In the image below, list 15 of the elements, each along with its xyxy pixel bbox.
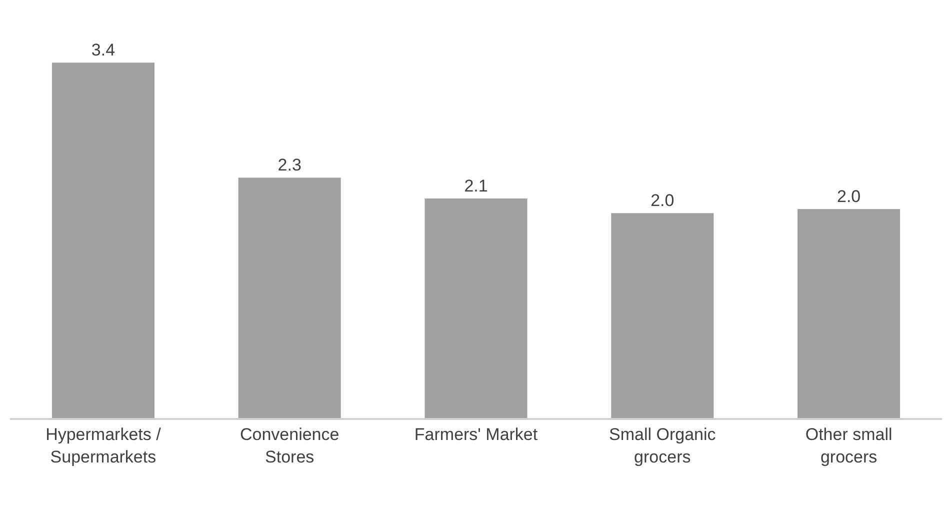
x-tick-label: Small Organic grocers — [609, 425, 716, 466]
bar — [238, 178, 341, 418]
x-tick-label: Convenience Stores — [240, 425, 340, 466]
data-label: 2.3 — [278, 156, 302, 175]
x-tick-label: Farmers' Market — [414, 425, 538, 444]
x-tick-label: Hypermarkets / Supermarkets — [46, 425, 162, 466]
data-label: 2.0 — [650, 191, 674, 210]
bar — [52, 62, 154, 418]
bar — [424, 198, 528, 418]
data-label: 2.0 — [836, 186, 861, 206]
data-label: 2.1 — [464, 176, 488, 196]
bar — [611, 213, 714, 418]
data-label: 3.4 — [91, 40, 116, 60]
x-tick-label: Other small grocers — [805, 425, 892, 466]
bar — [798, 208, 900, 418]
